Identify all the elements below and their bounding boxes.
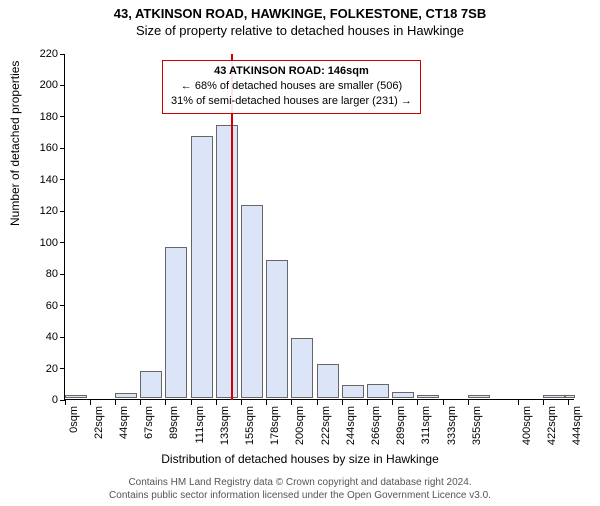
y-tick-label: 180 [20,111,58,123]
annotation-line1: 43 ATKINSON ROAD: 146sqm [171,64,412,79]
x-tick-mark [468,400,469,405]
x-tick-mark [417,400,418,405]
y-tick-label: 220 [20,48,58,60]
histogram-bar [266,260,288,398]
x-tick-label: 444sqm [571,406,583,466]
x-tick-mark [165,400,166,405]
y-tick-label: 120 [20,205,58,217]
histogram-bar [565,395,575,398]
x-tick-label: 0sqm [68,406,80,466]
y-tick-mark [60,148,65,149]
footer-line1: Contains HM Land Registry data © Crown c… [0,477,600,490]
y-tick-mark [60,337,65,338]
annotation-line3: 31% of semi-detached houses are larger (… [171,94,412,109]
footer: Contains HM Land Registry data © Crown c… [0,477,600,502]
x-tick-label: 178sqm [269,406,281,466]
x-tick-mark [543,400,544,405]
x-tick-mark [90,400,91,405]
page-subtitle: Size of property relative to detached ho… [0,23,600,38]
histogram-bar [468,395,490,398]
y-tick-label: 200 [20,79,58,91]
x-tick-mark [392,400,393,405]
y-tick-label: 140 [20,174,58,186]
histogram-bar [367,384,389,398]
y-tick-mark [60,368,65,369]
x-tick-mark [291,400,292,405]
x-tick-mark [443,400,444,405]
x-tick-mark [367,400,368,405]
x-tick-label: 222sqm [320,406,332,466]
x-tick-label: 67sqm [143,406,155,466]
y-tick-mark [60,85,65,86]
histogram-bar [392,392,414,398]
y-tick-mark [60,305,65,306]
histogram-bar [417,395,439,398]
annotation-line2: ← 68% of detached houses are smaller (50… [171,79,412,94]
x-tick-label: 44sqm [118,406,130,466]
x-tick-label: 311sqm [420,406,432,466]
y-tick-label: 60 [20,300,58,312]
y-tick-label: 40 [20,331,58,343]
annotation-box: 43 ATKINSON ROAD: 146sqm ← 68% of detach… [162,60,421,114]
histogram-chart: 43 ATKINSON ROAD: 146sqm ← 68% of detach… [64,54,574,400]
histogram-bar [115,393,137,398]
x-tick-mark [65,400,66,405]
x-tick-label: 355sqm [471,406,483,466]
y-tick-mark [60,116,65,117]
y-tick-mark [60,274,65,275]
x-tick-mark [241,400,242,405]
x-tick-mark [216,400,217,405]
x-tick-label: 89sqm [168,406,180,466]
histogram-bar [65,395,87,398]
histogram-bar [241,205,263,398]
x-tick-label: 133sqm [219,406,231,466]
histogram-bar [342,385,364,398]
x-tick-mark [191,400,192,405]
y-tick-mark [60,179,65,180]
x-tick-mark [317,400,318,405]
x-tick-mark [266,400,267,405]
x-tick-mark [115,400,116,405]
x-tick-label: 111sqm [194,406,206,466]
histogram-bar [165,247,187,398]
x-tick-label: 22sqm [93,406,105,466]
y-tick-label: 80 [20,268,58,280]
x-tick-mark [568,400,569,405]
x-tick-label: 244sqm [345,406,357,466]
y-tick-mark [60,242,65,243]
x-tick-label: 333sqm [446,406,458,466]
histogram-bar [291,338,313,398]
histogram-bar [191,136,213,398]
x-tick-label: 266sqm [370,406,382,466]
y-tick-label: 160 [20,142,58,154]
footer-line2: Contains public sector information licen… [0,490,600,503]
y-tick-label: 100 [20,237,58,249]
y-tick-mark [60,54,65,55]
page-title: 43, ATKINSON ROAD, HAWKINGE, FOLKESTONE,… [0,6,600,21]
x-tick-mark [342,400,343,405]
x-tick-label: 200sqm [294,406,306,466]
y-tick-mark [60,211,65,212]
histogram-bar [140,371,162,398]
x-tick-label: 155sqm [244,406,256,466]
x-tick-mark [140,400,141,405]
x-tick-label: 400sqm [521,406,533,466]
x-tick-label: 289sqm [395,406,407,466]
histogram-bar [317,364,339,399]
x-tick-mark [518,400,519,405]
x-tick-label: 422sqm [546,406,558,466]
histogram-bar [216,125,238,398]
y-tick-label: 20 [20,363,58,375]
y-tick-label: 0 [20,394,58,406]
histogram-bar [543,395,565,398]
